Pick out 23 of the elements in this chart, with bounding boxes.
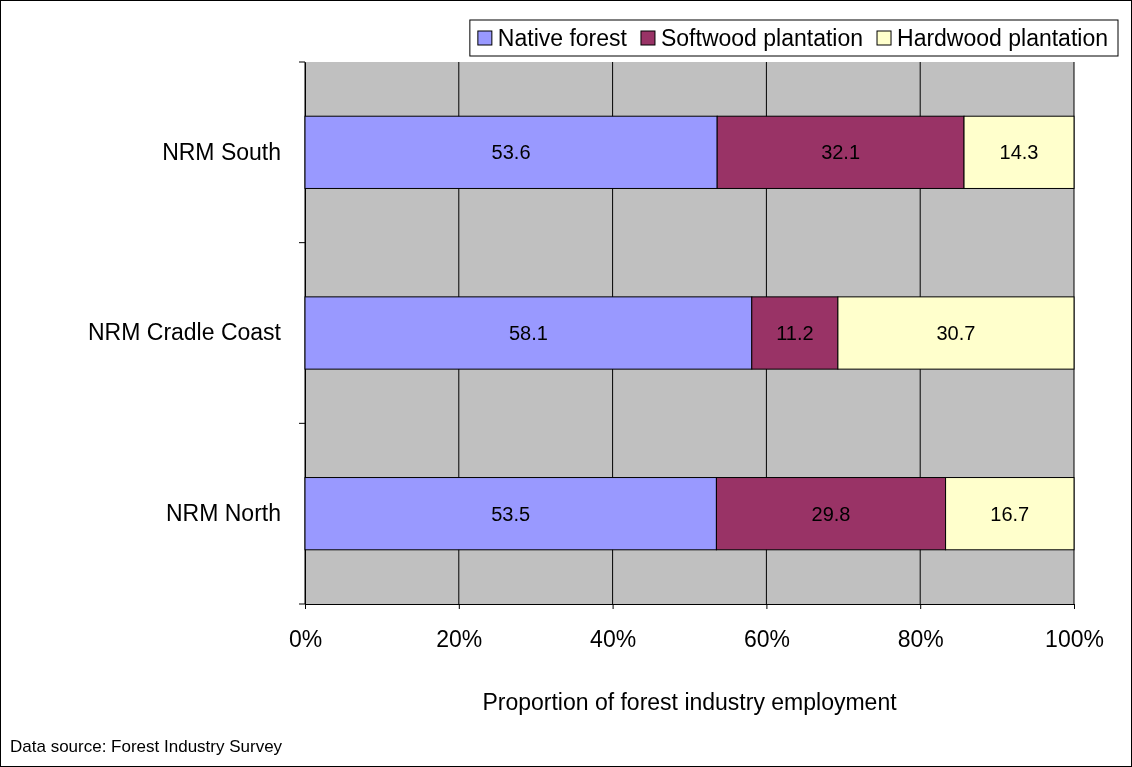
data-label: 11.2: [776, 322, 814, 344]
y-tick-label: NRM North: [165, 500, 281, 527]
source-note: Data source: Forest Industry Survey: [10, 737, 283, 756]
x-tick-label: 0%: [288, 626, 323, 653]
x-axis-title: Proportion of forest industry employment: [482, 689, 898, 715]
x-tick-label: 100%: [1045, 626, 1104, 653]
x-tick-label: 60%: [743, 626, 790, 653]
data-label: 53.6: [491, 141, 531, 164]
data-label: 29.8: [811, 502, 851, 525]
y-tick-label: NRM South: [162, 138, 281, 165]
data-label: 58.1: [508, 322, 548, 344]
data-label: 32.1: [821, 141, 861, 164]
data-label: 14.3: [999, 141, 1039, 164]
data-label: 16.7: [990, 502, 1030, 525]
legend-label: Softwood plantation: [660, 25, 864, 52]
legend-label: Hardwood plantation: [897, 25, 1108, 52]
x-tick-label: 40%: [590, 626, 637, 653]
x-tick-label: 80%: [897, 626, 944, 653]
y-tick-label: NRM Cradle Coast: [88, 319, 282, 346]
data-label: 30.7: [936, 322, 976, 344]
x-tick-label: 20%: [436, 626, 483, 653]
data-label: 53.5: [491, 502, 531, 525]
legend-label: Native forest: [497, 25, 628, 52]
